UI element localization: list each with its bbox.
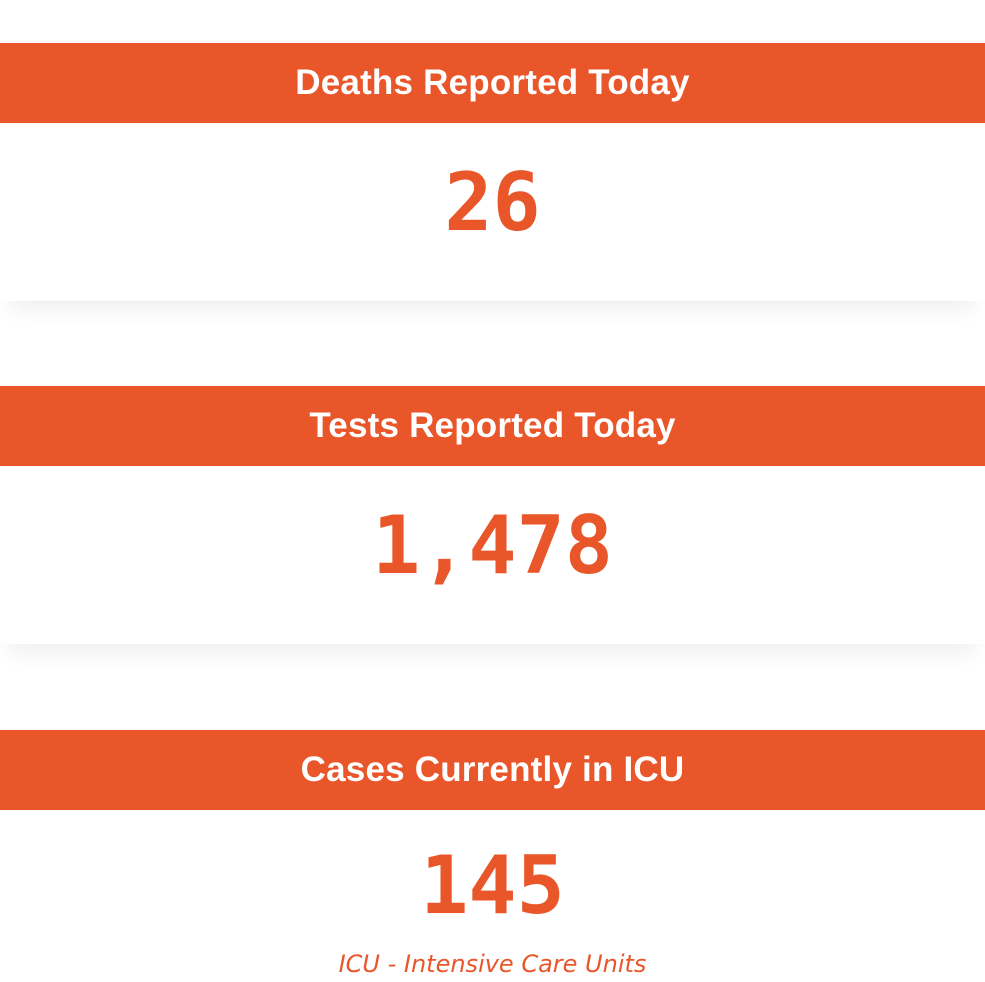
stat-card-deaths: Deaths Reported Today 26 — [0, 43, 985, 301]
stat-card-title: Deaths Reported Today — [0, 43, 985, 123]
stat-card-tests: Tests Reported Today 1,478 — [0, 386, 985, 644]
stat-card-value: 145 — [420, 839, 565, 932]
stat-card-icu: Cases Currently in ICU 145 ICU - Intensi… — [0, 730, 985, 982]
stat-card-value: 26 — [444, 156, 541, 249]
stat-card-footnote: ICU - Intensive Care Units — [338, 950, 647, 978]
stat-card-value: 1,478 — [372, 499, 613, 592]
stat-card-title: Cases Currently in ICU — [0, 730, 985, 810]
stat-card-title: Tests Reported Today — [0, 386, 985, 466]
